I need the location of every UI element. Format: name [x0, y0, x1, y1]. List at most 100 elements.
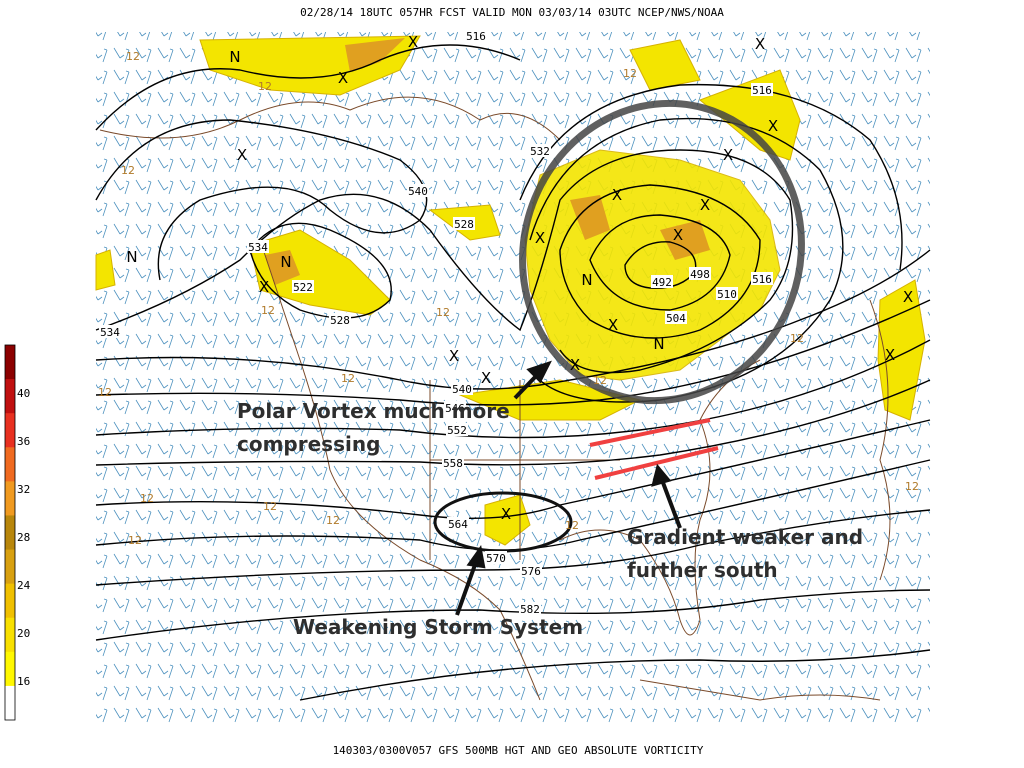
low-marker: X: [237, 146, 247, 164]
label-bg: [485, 551, 507, 564]
vorticity-label: 12: [790, 332, 804, 345]
trough-marker: N: [229, 48, 240, 66]
contour-label: 546: [445, 402, 465, 415]
vorticity-label: 12: [326, 514, 340, 527]
contour-label: 552: [447, 424, 467, 437]
scale-swatch: [5, 481, 15, 516]
vorticity-label: 12: [128, 534, 142, 547]
highlights: [433, 99, 805, 616]
trough-marker: N: [126, 248, 137, 266]
low-marker: X: [612, 186, 622, 204]
contour-labels: 516 516 532 540 528 534 522 528 534 492 498 510 504 5…: [99, 29, 773, 616]
scale-label: 24: [17, 579, 31, 592]
contour-label: 570: [486, 552, 506, 565]
low-marker: X: [259, 278, 269, 296]
contour-label: 492: [652, 276, 672, 289]
low-marker: X: [338, 69, 348, 87]
contour-label: 558: [443, 457, 463, 470]
low-marker: X: [700, 196, 710, 214]
contour-label: 522: [293, 281, 313, 294]
trough-marker: N: [280, 253, 291, 271]
header: 02/28/14 18UTC 057HR FCST VALID MON 03/0…: [300, 6, 724, 19]
label-bg: [520, 564, 542, 577]
contour-label: 540: [452, 383, 472, 396]
contour-label: 528: [330, 314, 350, 327]
scale-swatch: [5, 515, 15, 551]
annotations: Polar Vortex much more compressing Gradien…: [237, 399, 863, 639]
scale-label: 40: [17, 387, 30, 400]
scale-label: 28: [17, 531, 30, 544]
scale-label: 20: [17, 627, 30, 640]
contour-label: 498: [690, 268, 710, 281]
vorticity-label: 12: [126, 50, 140, 63]
low-marker: X: [608, 316, 618, 334]
contour-label: 564: [448, 518, 468, 531]
label-bg: [716, 287, 738, 300]
low-marker: X: [755, 35, 765, 53]
vorticity-label: 12: [623, 67, 637, 80]
annotation: further south: [627, 558, 778, 582]
contour-label: 582: [520, 603, 540, 616]
annotation: Gradient weaker and: [627, 525, 863, 549]
low-marker: X: [673, 226, 683, 244]
scale-label: 36: [17, 435, 30, 448]
scale-label: 32: [17, 483, 30, 496]
label-bg: [519, 602, 541, 615]
low-marker: X: [768, 117, 778, 135]
label-bg: [444, 401, 466, 414]
vorticity-max: [265, 38, 710, 285]
vorticity-label: 12: [905, 480, 919, 493]
label-bg: [451, 382, 473, 395]
contour-label: 534: [248, 241, 268, 254]
footer: 140303/0300V057 GFS 500MB HGT AND GEO AB…: [333, 744, 704, 757]
label-bg: [751, 272, 773, 285]
contour-label: 528: [454, 218, 474, 231]
label-bg: [453, 217, 475, 230]
annotation: Polar Vortex much more: [237, 399, 510, 423]
vorticity-label: 12: [258, 80, 272, 93]
contour-label: 516: [752, 84, 772, 97]
vorticity-label: 12: [565, 519, 579, 532]
label-bg: [465, 29, 487, 42]
vorticity-label: 12: [121, 164, 135, 177]
annotation: compressing: [237, 432, 380, 456]
vorticity-label: 12: [261, 304, 275, 317]
low-marker: X: [723, 146, 733, 164]
vorticity-label: 12: [341, 372, 355, 385]
low-marker: X: [885, 346, 895, 364]
color-scale: 40 36 32 28 24 20 16: [4, 344, 31, 721]
annotation: Weakening Storm System: [293, 615, 583, 639]
vorticity-label: 12: [593, 374, 607, 387]
label-bg: [292, 280, 314, 293]
scale-swatch: [5, 583, 15, 619]
contour-label: 576: [521, 565, 541, 578]
scale-swatch: [5, 651, 15, 687]
label-bg: [529, 144, 551, 157]
scale-swatch: [5, 345, 15, 380]
label-bg: [651, 275, 673, 288]
vorticity-label: 12: [140, 492, 154, 505]
label-bg: [665, 311, 687, 324]
contour-label: 534: [100, 326, 120, 339]
label-bg: [447, 517, 469, 530]
scale-swatch: [5, 447, 15, 482]
label-bg: [751, 83, 773, 96]
label-bg: [442, 456, 464, 469]
low-marker: X: [501, 505, 511, 523]
low-marker: X: [535, 229, 545, 247]
scale-frame: [4, 344, 16, 721]
scale-swatch: [5, 379, 15, 414]
label-bg: [99, 325, 121, 338]
trough-markers: N N N N N: [126, 48, 664, 353]
vorticity-label: 12: [263, 500, 277, 513]
contour-label: 504: [666, 312, 686, 325]
low-marker: X: [449, 347, 459, 365]
contour-label: 516: [752, 273, 772, 286]
label-bg: [329, 313, 351, 326]
contour-label: 510: [717, 288, 737, 301]
contour-label: 516: [466, 30, 486, 43]
low-marker: X: [481, 369, 491, 387]
scale-swatch: [5, 617, 15, 653]
